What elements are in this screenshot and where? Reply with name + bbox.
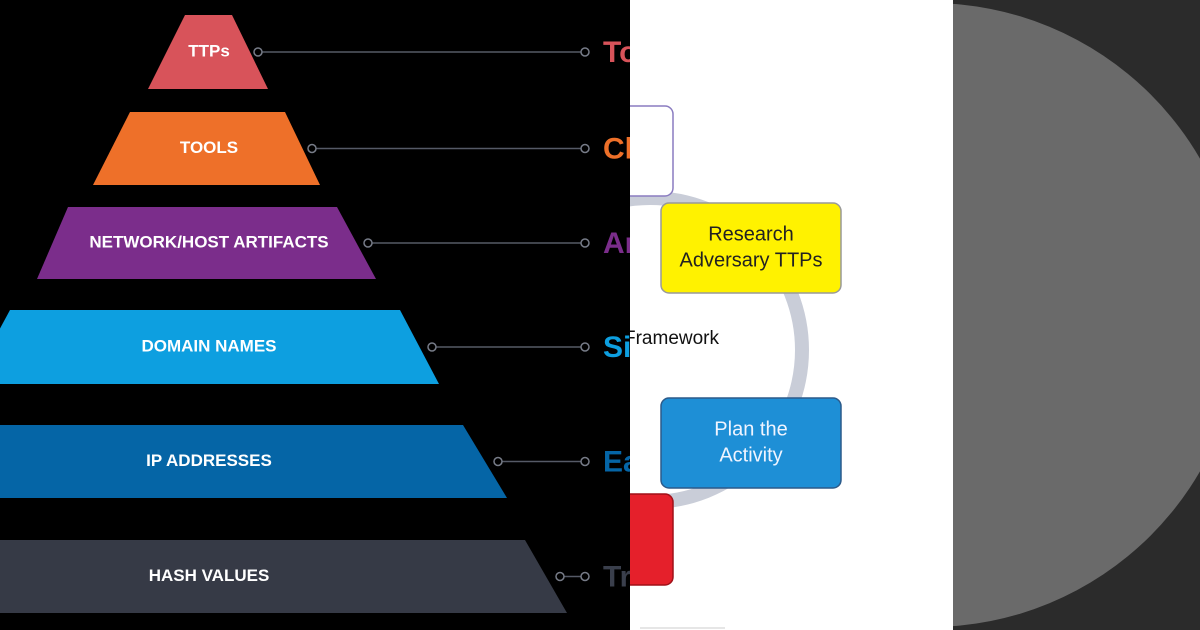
box-text: Research [708,223,794,245]
connector-dot [363,238,373,248]
pyramid-panel: TTPs To TOOLS Ch NETWORK/HOST ARTIFACTS An DOM… [0,15,643,613]
box-text: Activity [719,444,782,466]
side-label: An [603,227,643,260]
connector-dot [580,47,590,57]
box [660,202,842,294]
level-label: TTPs [188,41,230,60]
level-label: DOMAIN NAMES [141,336,276,355]
connector-dot [555,571,565,582]
pyramid-level [0,540,567,613]
framework-panel: Research Adversary TTPs Framework Plan t… [624,0,953,630]
box-text: Plan the [714,418,787,440]
side-label: Tr [603,560,632,593]
connector-dot [253,47,263,57]
pyramid-level [37,207,376,279]
pyramid-level [148,15,268,89]
level-label: HASH VALUES [149,566,270,585]
side-label: To [603,36,637,69]
connector-dot [493,456,503,467]
box-text: Adversary TTPs [680,249,823,271]
circle [953,3,1200,627]
pyramid-level [0,310,439,384]
framework-title: Framework [624,328,720,349]
pyramid-level [93,112,320,185]
connector-dot [580,571,590,582]
connector-dot [580,342,590,352]
decor-panel [953,0,1200,630]
box [660,397,842,489]
connector-dot [580,456,590,467]
level-label: TOOLS [180,138,238,157]
connector-dot [580,238,590,248]
connector-dot [427,342,437,352]
side-label: Si [603,331,631,364]
connector-dot [307,143,317,154]
connector-dot [580,143,590,154]
side-label: Ea [603,445,640,478]
level-label: IP ADDRESSES [146,451,272,470]
side-label: Ch [603,132,643,165]
box [630,105,674,197]
pyramid-level [0,425,507,498]
box [630,493,674,586]
level-label: NETWORK/HOST ARTIFACTS [89,232,328,251]
label-bg [630,325,730,353]
